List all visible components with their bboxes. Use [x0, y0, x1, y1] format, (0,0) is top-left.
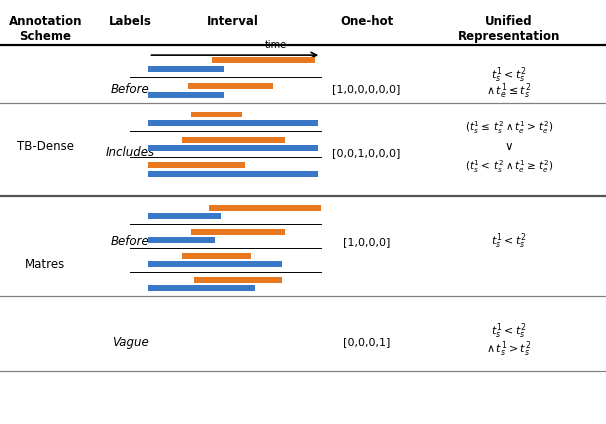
Text: $t_s^1 < t_s^2$: $t_s^1 < t_s^2$	[491, 322, 527, 341]
Text: time: time	[265, 40, 287, 50]
Bar	[212, 57, 315, 63]
Text: $\wedge\, t_e^1 \leq t_s^2$: $\wedge\, t_e^1 \leq t_s^2$	[487, 82, 531, 101]
Text: [0,0,1,0,0,0]: [0,0,1,0,0,0]	[333, 148, 401, 158]
Bar	[148, 213, 221, 219]
Text: Annotation
Scheme: Annotation Scheme	[8, 15, 82, 43]
Bar	[188, 83, 273, 89]
Text: $\wedge\, t_s^1 > t_s^2$: $\wedge\, t_s^1 > t_s^2$	[487, 340, 531, 359]
Text: TB-Dense: TB-Dense	[17, 140, 74, 153]
Text: One-hot: One-hot	[340, 15, 393, 28]
Bar	[148, 285, 255, 291]
Text: $(t_s^1{\leq}\, t_s^2 \wedge t_e^1{>}\, t_e^2)$: $(t_s^1{\leq}\, t_s^2 \wedge t_e^1{>}\, …	[465, 119, 553, 136]
Text: Unified
Representation: Unified Representation	[458, 15, 560, 43]
Bar	[191, 112, 242, 117]
Text: Vague: Vague	[112, 336, 148, 349]
Text: Includes: Includes	[105, 146, 155, 159]
Text: $t_s^1 < t_s^2$: $t_s^1 < t_s^2$	[491, 66, 527, 85]
Bar	[209, 205, 321, 211]
Bar	[148, 261, 282, 267]
Text: Labels: Labels	[109, 15, 152, 28]
Bar	[148, 92, 224, 98]
Text: Interval: Interval	[207, 15, 259, 28]
Text: [1,0,0,0]: [1,0,0,0]	[343, 237, 390, 247]
Text: [1,0,0,0,0,0]: [1,0,0,0,0,0]	[333, 84, 401, 94]
Bar	[191, 229, 285, 235]
Bar	[194, 277, 282, 283]
Text: Matres: Matres	[25, 259, 65, 271]
Bar	[148, 66, 224, 72]
Text: $(t_s^1{<}\, t_s^2 \wedge t_e^1{\geq}\, t_e^2)$: $(t_s^1{<}\, t_s^2 \wedge t_e^1{\geq}\, …	[465, 158, 553, 175]
Text: $\vee$: $\vee$	[504, 140, 514, 153]
Bar	[148, 162, 245, 168]
Text: Before: Before	[111, 83, 150, 95]
Text: $t_s^1 < t_s^2$: $t_s^1 < t_s^2$	[491, 232, 527, 251]
Bar	[148, 145, 318, 151]
Bar	[148, 120, 318, 126]
Bar	[148, 237, 215, 243]
Bar	[148, 171, 318, 177]
Bar	[182, 253, 251, 259]
Text: Before: Before	[111, 235, 150, 248]
Text: [0,0,0,1]: [0,0,0,1]	[343, 337, 390, 347]
Bar	[182, 137, 285, 143]
